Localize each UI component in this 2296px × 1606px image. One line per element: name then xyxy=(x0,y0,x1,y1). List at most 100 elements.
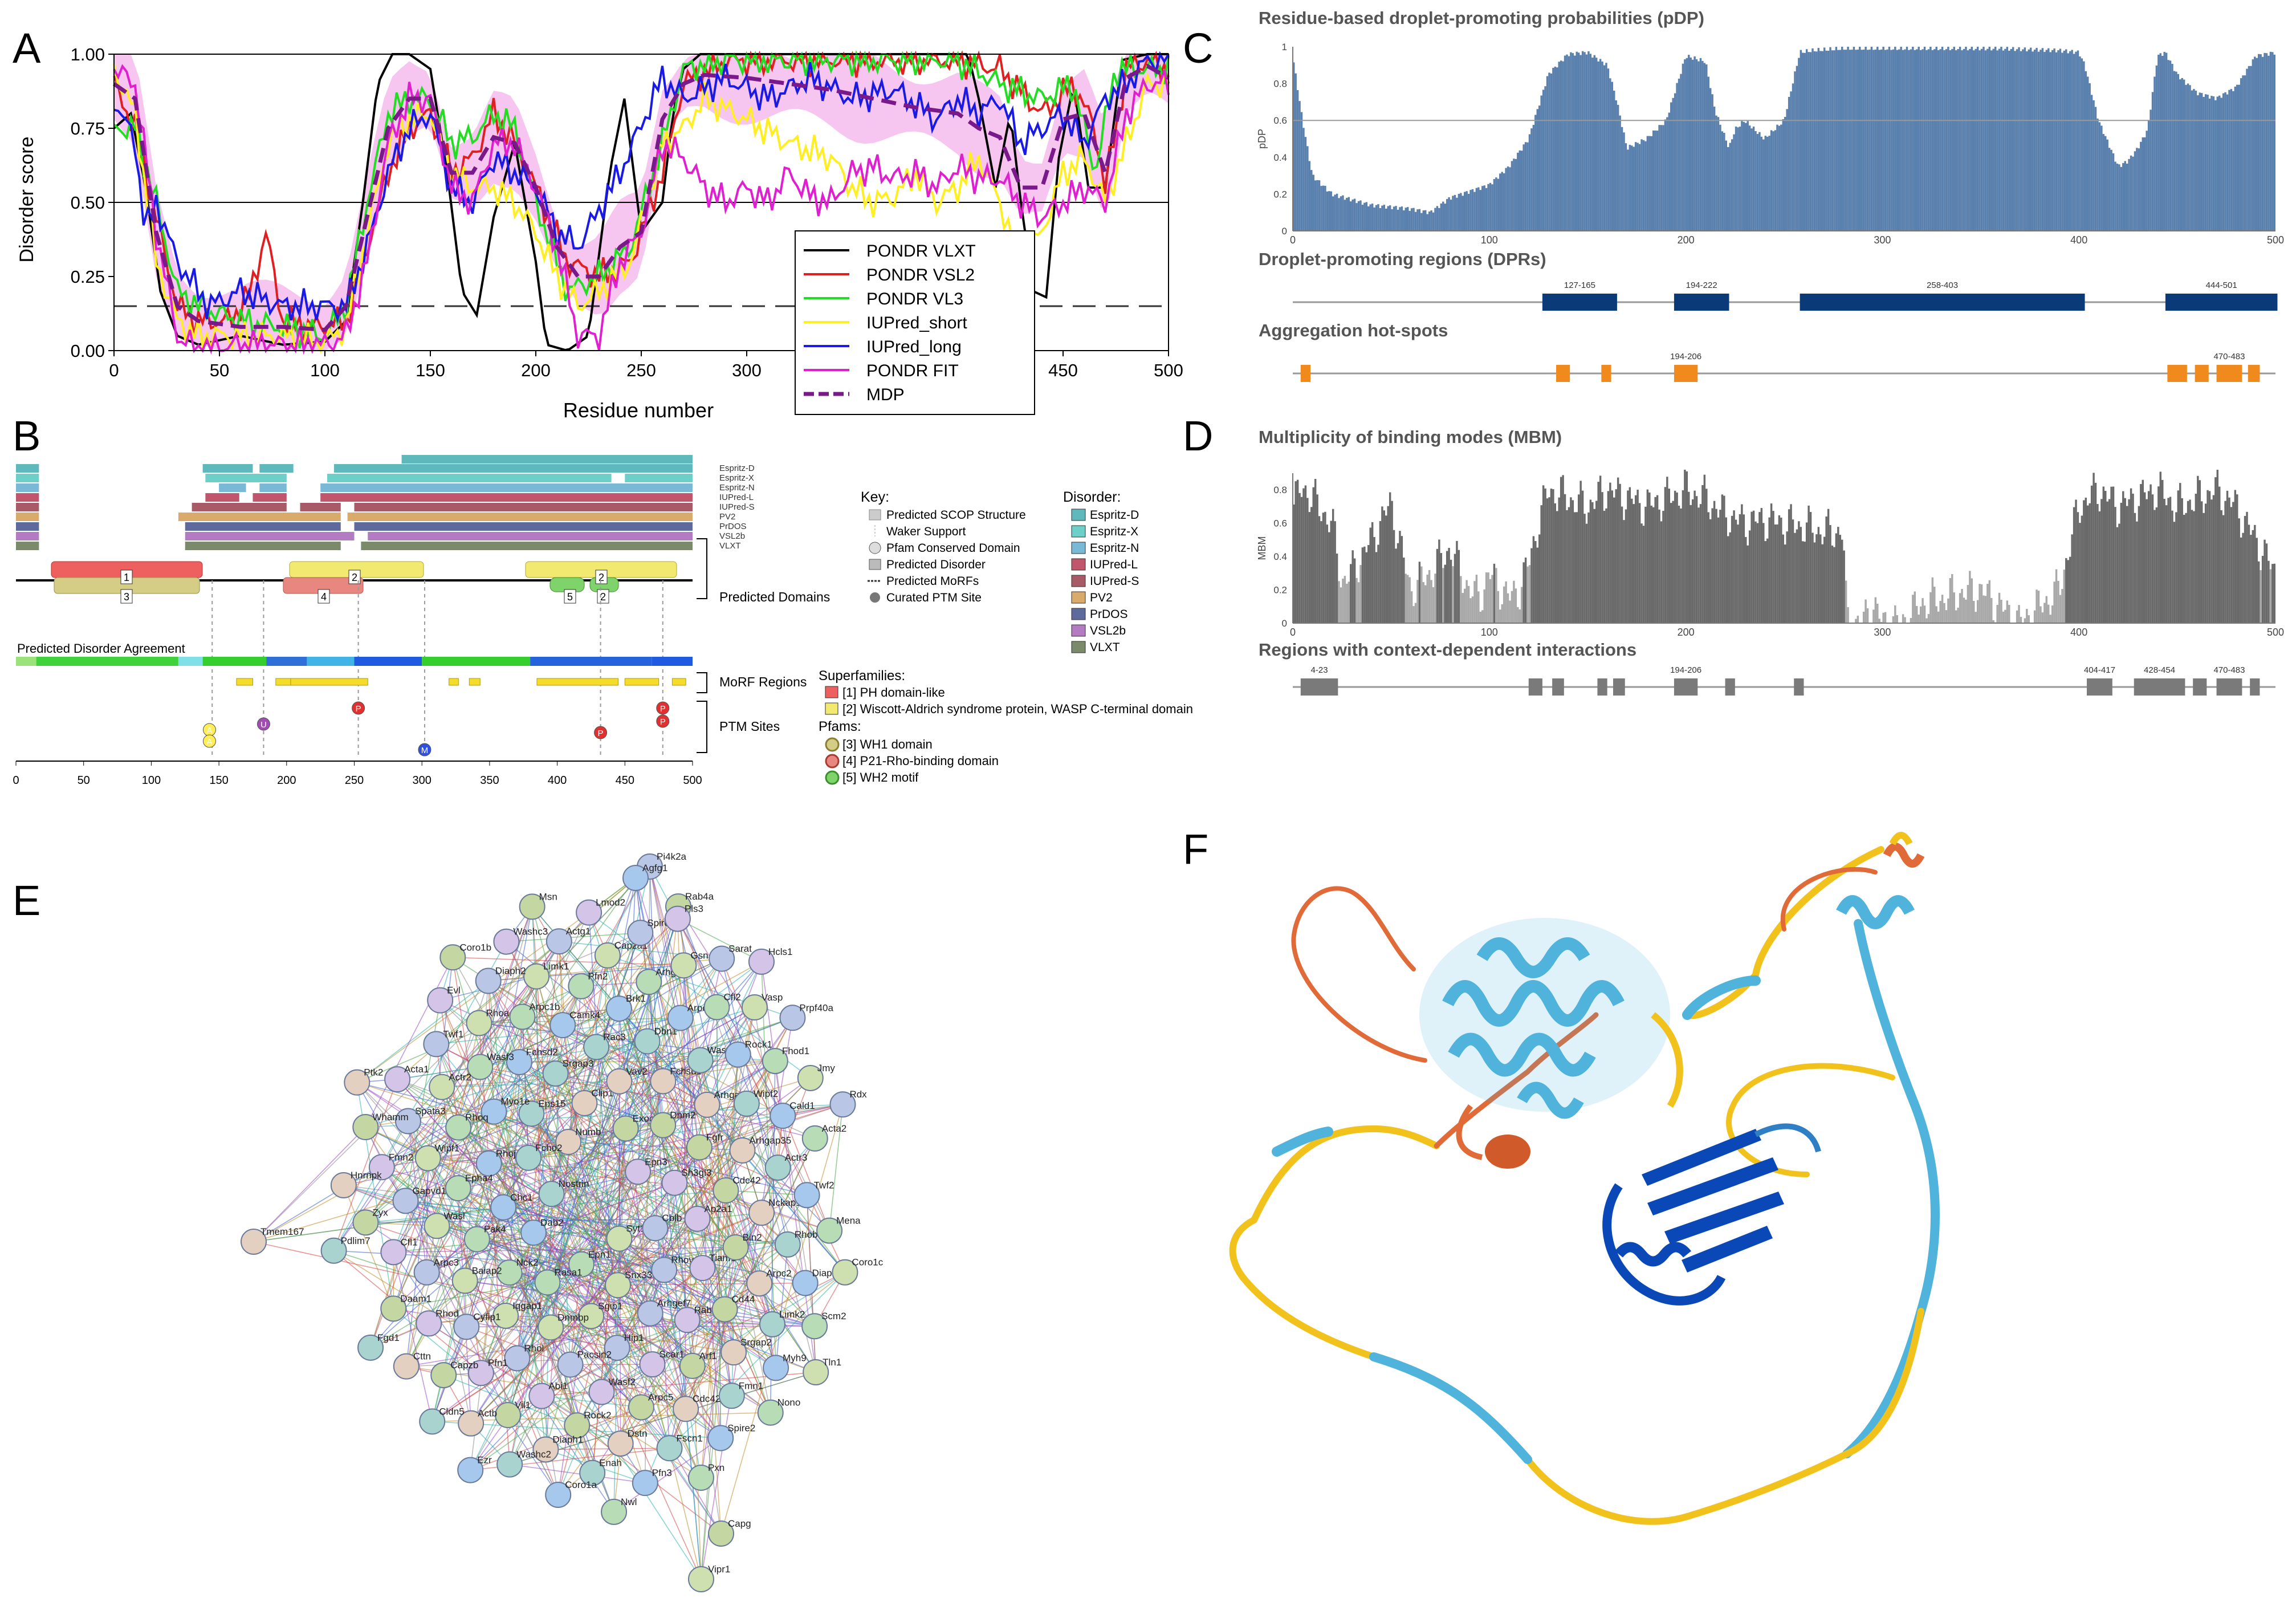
b-axis-tick-label: 250 xyxy=(345,774,364,787)
network-node-label: Rock2 xyxy=(584,1410,611,1421)
c-bar xyxy=(1721,131,1724,231)
d-bar xyxy=(1450,559,1452,623)
c-region xyxy=(1800,294,2085,311)
c-y-label: pDP xyxy=(1256,129,1268,149)
d-bar xyxy=(1528,565,1531,623)
d-bar xyxy=(2200,501,2203,623)
d-region xyxy=(2250,678,2260,696)
d-bar xyxy=(1896,615,1898,623)
c-bar xyxy=(1819,51,1822,231)
c-bar xyxy=(1933,49,1936,231)
network-node-label: Arf1 xyxy=(699,1351,717,1361)
panel-label-d: D xyxy=(1183,412,1213,460)
d-bar xyxy=(2130,488,2132,623)
d-bar xyxy=(1719,510,1721,623)
d-region xyxy=(1794,678,1804,696)
c-bar xyxy=(1817,48,1820,231)
d-bar xyxy=(2134,513,2136,623)
c-bar xyxy=(1603,65,1606,231)
helix-right-ribbon xyxy=(1842,919,1940,1458)
c-bar xyxy=(1363,202,1366,231)
c-bar xyxy=(1371,204,1374,231)
d-bar xyxy=(1570,497,1572,623)
c-bar xyxy=(1996,50,1998,231)
d-bar xyxy=(1587,512,1590,623)
d-bar xyxy=(2267,560,2270,623)
network-edge xyxy=(678,906,779,1168)
network-node-label: Rab5 xyxy=(694,1304,718,1315)
c-bar xyxy=(2047,48,2050,231)
disorder-item: PV2 xyxy=(1090,591,1113,604)
d-bar xyxy=(1865,599,1867,623)
d-bar xyxy=(2244,515,2246,623)
network-edge xyxy=(584,981,650,1104)
d-bar xyxy=(1857,615,1859,623)
b-axis-tick-label: 300 xyxy=(413,774,431,787)
c-bar xyxy=(1348,197,1350,231)
d-bar xyxy=(1603,510,1606,623)
network-node xyxy=(578,1303,605,1329)
c-bar xyxy=(1815,51,1818,231)
network-edge xyxy=(559,941,686,1409)
network-edge xyxy=(333,1250,482,1373)
c-y-tick-label: 0.2 xyxy=(1273,189,1287,200)
c-bar xyxy=(1487,184,1489,231)
network-node xyxy=(576,899,603,926)
disorder-item: VSL2b xyxy=(1090,624,1126,637)
c-bar xyxy=(1805,49,1808,231)
a-y-tick-label: 0.25 xyxy=(71,267,105,287)
d-bar xyxy=(1925,618,1928,623)
a-legend-label: PONDR FIT xyxy=(866,361,959,380)
c-bar xyxy=(2104,136,2107,231)
c-bar xyxy=(1733,134,1735,231)
network-node-label: Twf2 xyxy=(814,1180,834,1190)
network-node-label: Twf1 xyxy=(443,1028,463,1039)
c-bar xyxy=(2026,51,2028,231)
network-node-label: Fgd1 xyxy=(377,1332,400,1343)
d-bar xyxy=(2224,501,2226,623)
c-bar xyxy=(2200,93,2203,231)
d-bar xyxy=(1949,578,1952,623)
c-bar xyxy=(2161,55,2164,231)
d-y-tick-label: 0.6 xyxy=(1273,518,1287,529)
d-bar xyxy=(1957,607,1959,623)
network-node xyxy=(466,1010,492,1036)
c-bar xyxy=(1662,125,1664,231)
d-bar xyxy=(1979,584,1981,623)
network-node xyxy=(774,1231,801,1258)
d-bar xyxy=(1623,520,1625,623)
network-node-label: Rhoa xyxy=(486,1008,509,1019)
network-node-label: Agfg1 xyxy=(642,863,667,873)
d-bar xyxy=(1748,530,1751,623)
c-bar xyxy=(1748,125,1751,231)
d-bar xyxy=(1961,588,1963,623)
c-region xyxy=(1556,365,1570,382)
d-bar xyxy=(2218,486,2221,623)
c-bar xyxy=(1534,115,1537,231)
network-node-label: Wipf1 xyxy=(435,1143,459,1154)
d-bar xyxy=(2232,502,2234,623)
network-node-label: Tln1 xyxy=(823,1357,841,1368)
c-bar xyxy=(1837,50,1839,231)
d-bar xyxy=(2110,486,2112,623)
d-bar xyxy=(1344,576,1346,623)
c-bar xyxy=(1410,208,1413,231)
network-node xyxy=(622,865,649,891)
d-bar xyxy=(1462,593,1464,623)
network-node-label: Epn1 xyxy=(588,1249,611,1260)
d-bar xyxy=(1809,512,1812,623)
track-segment-espritz-n xyxy=(219,483,246,492)
c-bar xyxy=(1556,67,1558,231)
c-bar xyxy=(1839,50,1841,231)
domain-badge-label: 2 xyxy=(352,572,357,583)
c-bar xyxy=(2146,131,2148,231)
network-node xyxy=(664,905,691,932)
c-bar xyxy=(1489,182,1492,231)
a-x-axis-label: Residue number xyxy=(563,399,714,422)
d-bar xyxy=(1678,505,1680,623)
c-bar xyxy=(2136,148,2138,231)
d-bar xyxy=(1967,585,1969,623)
c-bar xyxy=(2175,71,2177,231)
d-bar xyxy=(2090,485,2093,623)
